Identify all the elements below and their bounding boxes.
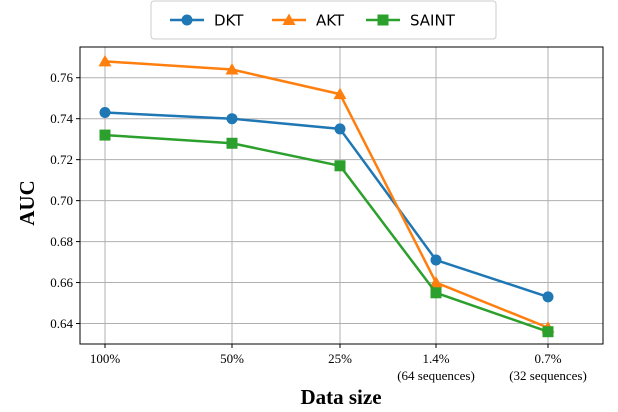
series-line-akt xyxy=(104,60,549,329)
legend-box xyxy=(150,0,497,40)
data-point-dkt xyxy=(430,254,442,266)
data-point-saint xyxy=(430,287,442,299)
legend-entry-akt: AKT xyxy=(272,12,345,30)
x-tick-label: 25% xyxy=(328,351,352,366)
series-layer xyxy=(98,54,555,338)
y-tick-label: 0.70 xyxy=(50,193,73,208)
x-tick-label: 50% xyxy=(220,351,244,366)
y-tick-label: 0.66 xyxy=(50,275,73,290)
y-tick-label: 0.74 xyxy=(50,111,73,126)
data-point-dkt xyxy=(226,113,238,125)
x-tick-label: 100% xyxy=(90,351,121,366)
legend-entry-saint: SAINT xyxy=(366,12,456,30)
data-point-akt xyxy=(429,276,443,288)
series-akt xyxy=(98,54,555,333)
x-tick-sublabel: (32 sequences) xyxy=(509,368,587,383)
y-tick-label: 0.64 xyxy=(50,316,73,331)
legend-label-akt: AKT xyxy=(316,12,345,30)
x-axis-ticks: 100% 50% 25% 1.4% (64 sequences) 0.7% (32 sequ… xyxy=(90,344,587,383)
legend-label-dkt: DKT xyxy=(214,12,244,30)
legend: DKT AKT SAINT xyxy=(150,0,497,40)
grid-lines xyxy=(80,47,603,344)
x-tick-sublabel: (64 sequences) xyxy=(397,368,475,383)
data-point-saint xyxy=(542,326,554,338)
data-point-saint xyxy=(226,137,238,149)
legend-label-saint: SAINT xyxy=(410,12,456,30)
legend-marker-akt xyxy=(282,13,296,25)
data-point-akt xyxy=(98,54,112,67)
plot-frame xyxy=(79,46,604,345)
y-tick-label: 0.76 xyxy=(50,70,73,85)
data-point-dkt xyxy=(99,107,111,119)
x-axis-title: Data size xyxy=(300,385,381,409)
legend-marker-saint xyxy=(377,14,389,26)
x-tick-label: 1.4% xyxy=(422,351,449,366)
y-axis-ticks: 0.64 0.66 0.68 0.70 0.72 0.74 0.76 xyxy=(50,70,80,331)
data-point-saint xyxy=(334,160,346,172)
data-point-akt xyxy=(333,87,347,100)
legend-marker-dkt xyxy=(181,14,193,26)
x-tick-label: 0.7% xyxy=(534,351,561,366)
series-dkt xyxy=(99,107,554,303)
y-axis-title: AUC xyxy=(15,180,39,226)
y-tick-label: 0.72 xyxy=(50,152,73,167)
legend-entry-dkt: DKT xyxy=(170,12,244,30)
series-saint xyxy=(99,129,554,338)
y-tick-label: 0.68 xyxy=(50,234,73,249)
data-point-dkt xyxy=(334,123,346,135)
data-point-dkt xyxy=(542,291,554,303)
data-point-saint xyxy=(99,129,111,141)
data-point-akt xyxy=(225,63,239,75)
